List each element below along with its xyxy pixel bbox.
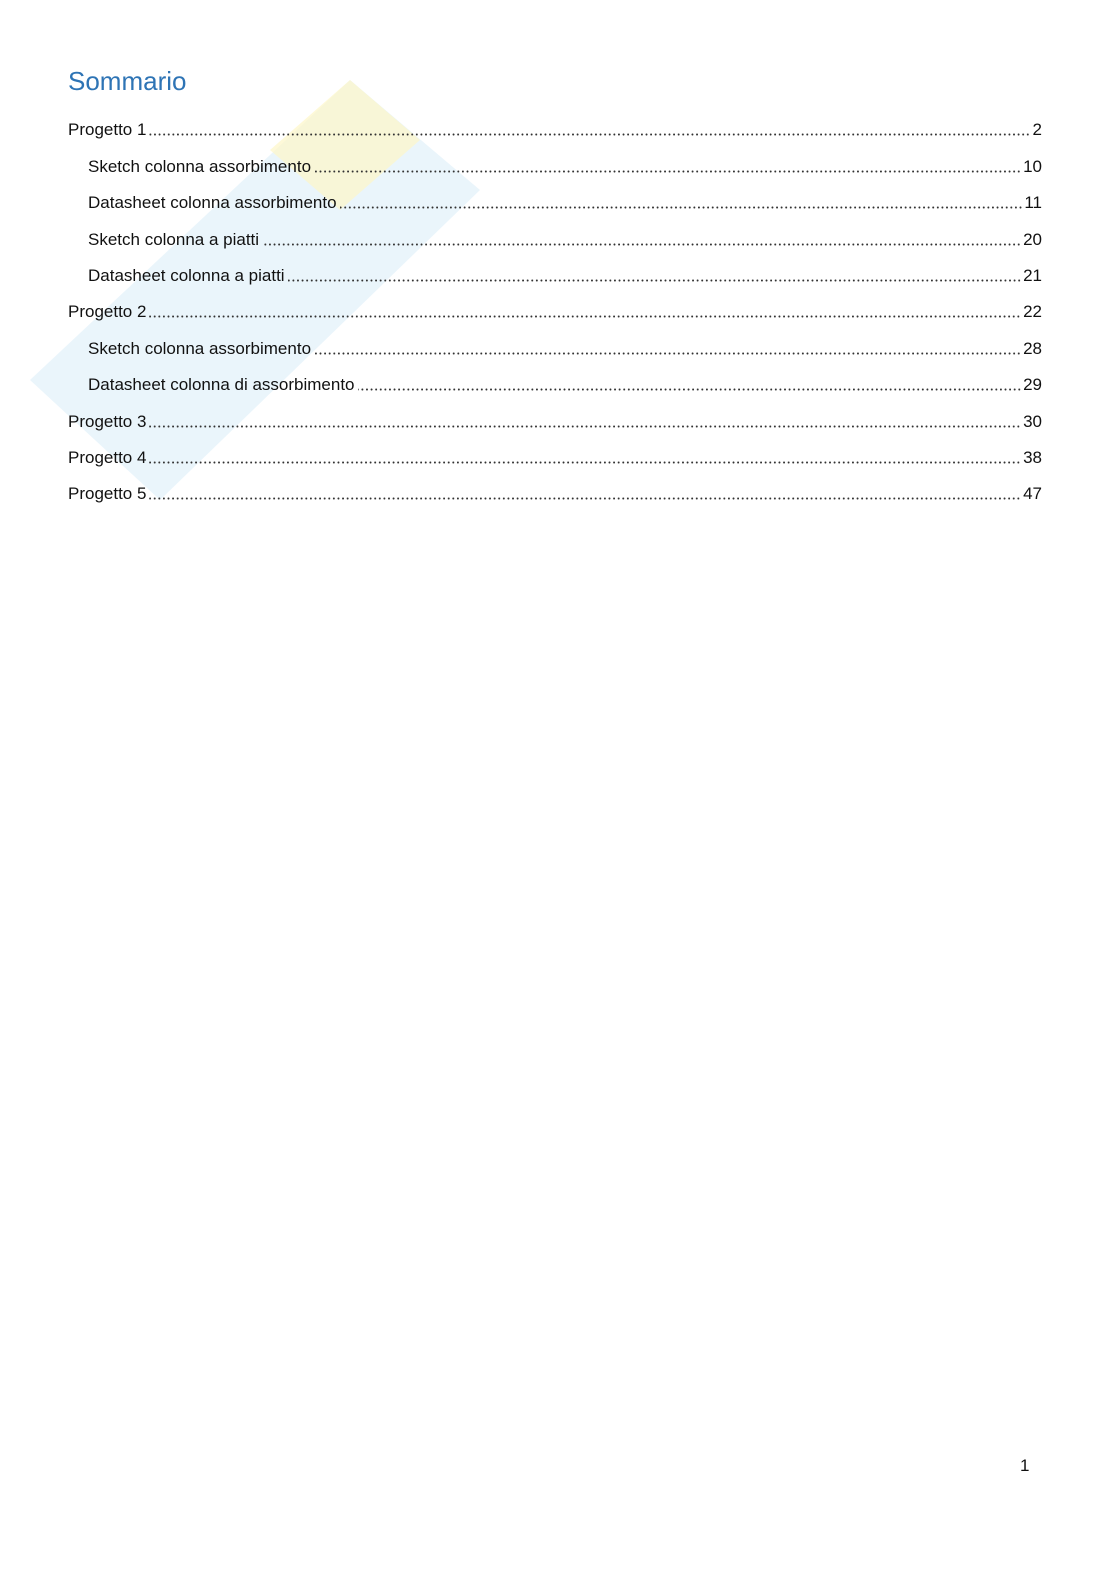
toc-entry: Progetto 4 38 [68, 434, 1042, 470]
watermark-accent [270, 80, 420, 210]
dot-leader [149, 133, 1031, 137]
page-number: 1 [1020, 1456, 1030, 1475]
toc-entry: Datasheet colonna a piatti 21 [68, 252, 1042, 288]
entry-label: Datasheet colonna assorbimento [88, 193, 337, 213]
dot-leader [357, 388, 1022, 392]
dot-leader [149, 460, 1022, 464]
entry-label: Progetto 2 [68, 302, 147, 322]
toc-entry: Progetto 5 47 [68, 470, 1042, 506]
dot-leader [149, 315, 1022, 319]
entry-label: Progetto 3 [68, 411, 147, 431]
entry-page: 21 [1023, 265, 1042, 285]
entry-label: Sketch colonna assorbimento [88, 338, 312, 358]
entry-page: 29 [1023, 375, 1042, 395]
entry-label: Datasheet colonna di assorbimento [88, 375, 355, 395]
dot-leader [149, 424, 1022, 428]
toc-entry: Sketch colonna assorbimento 28 [68, 324, 1042, 360]
entry-label: Sketch colonna a piatti [88, 229, 260, 249]
toc-entry: Progetto 3 30 [68, 397, 1042, 433]
entry-page: 10 [1023, 156, 1042, 176]
entry-label: Progetto 1 [68, 120, 147, 140]
dot-leader [262, 242, 1022, 246]
toc-entry: Datasheet colonna di assorbimento 29 [68, 361, 1042, 397]
toc-entry: Progetto 1 2 [68, 106, 1042, 142]
entry-page: 28 [1023, 338, 1042, 358]
entry-label: Sketch colonna assorbimento [88, 156, 312, 176]
toc-entry: Progetto 2 22 [68, 288, 1042, 324]
entry-label: Datasheet colonna a piatti [88, 265, 285, 285]
toc-entry: Datasheet colonna assorbimento 11 [68, 179, 1042, 215]
dot-leader [314, 169, 1022, 173]
dot-leader [149, 497, 1022, 501]
entry-page: 30 [1023, 411, 1042, 431]
watermark [30, 80, 480, 500]
dot-leader [314, 351, 1022, 355]
entry-page: 20 [1023, 229, 1042, 249]
toc-entry: Sketch colonna assorbimento 10 [68, 142, 1042, 178]
toc-title: Sommario [68, 66, 187, 96]
entry-page: 2 [1032, 120, 1042, 140]
entry-page: 38 [1023, 447, 1042, 467]
entry-page: 22 [1023, 302, 1042, 322]
toc: Progetto 1 2 Sketch colonna assorbimento 10… [68, 106, 1042, 506]
entry-label: Progetto 4 [68, 447, 147, 467]
dot-leader [287, 278, 1022, 282]
entry-page: 47 [1023, 484, 1042, 504]
dot-leader [339, 206, 1023, 210]
toc-entry: Sketch colonna a piatti 20 [68, 215, 1042, 251]
entry-label: Progetto 5 [68, 484, 147, 504]
entry-page: 11 [1024, 193, 1042, 213]
